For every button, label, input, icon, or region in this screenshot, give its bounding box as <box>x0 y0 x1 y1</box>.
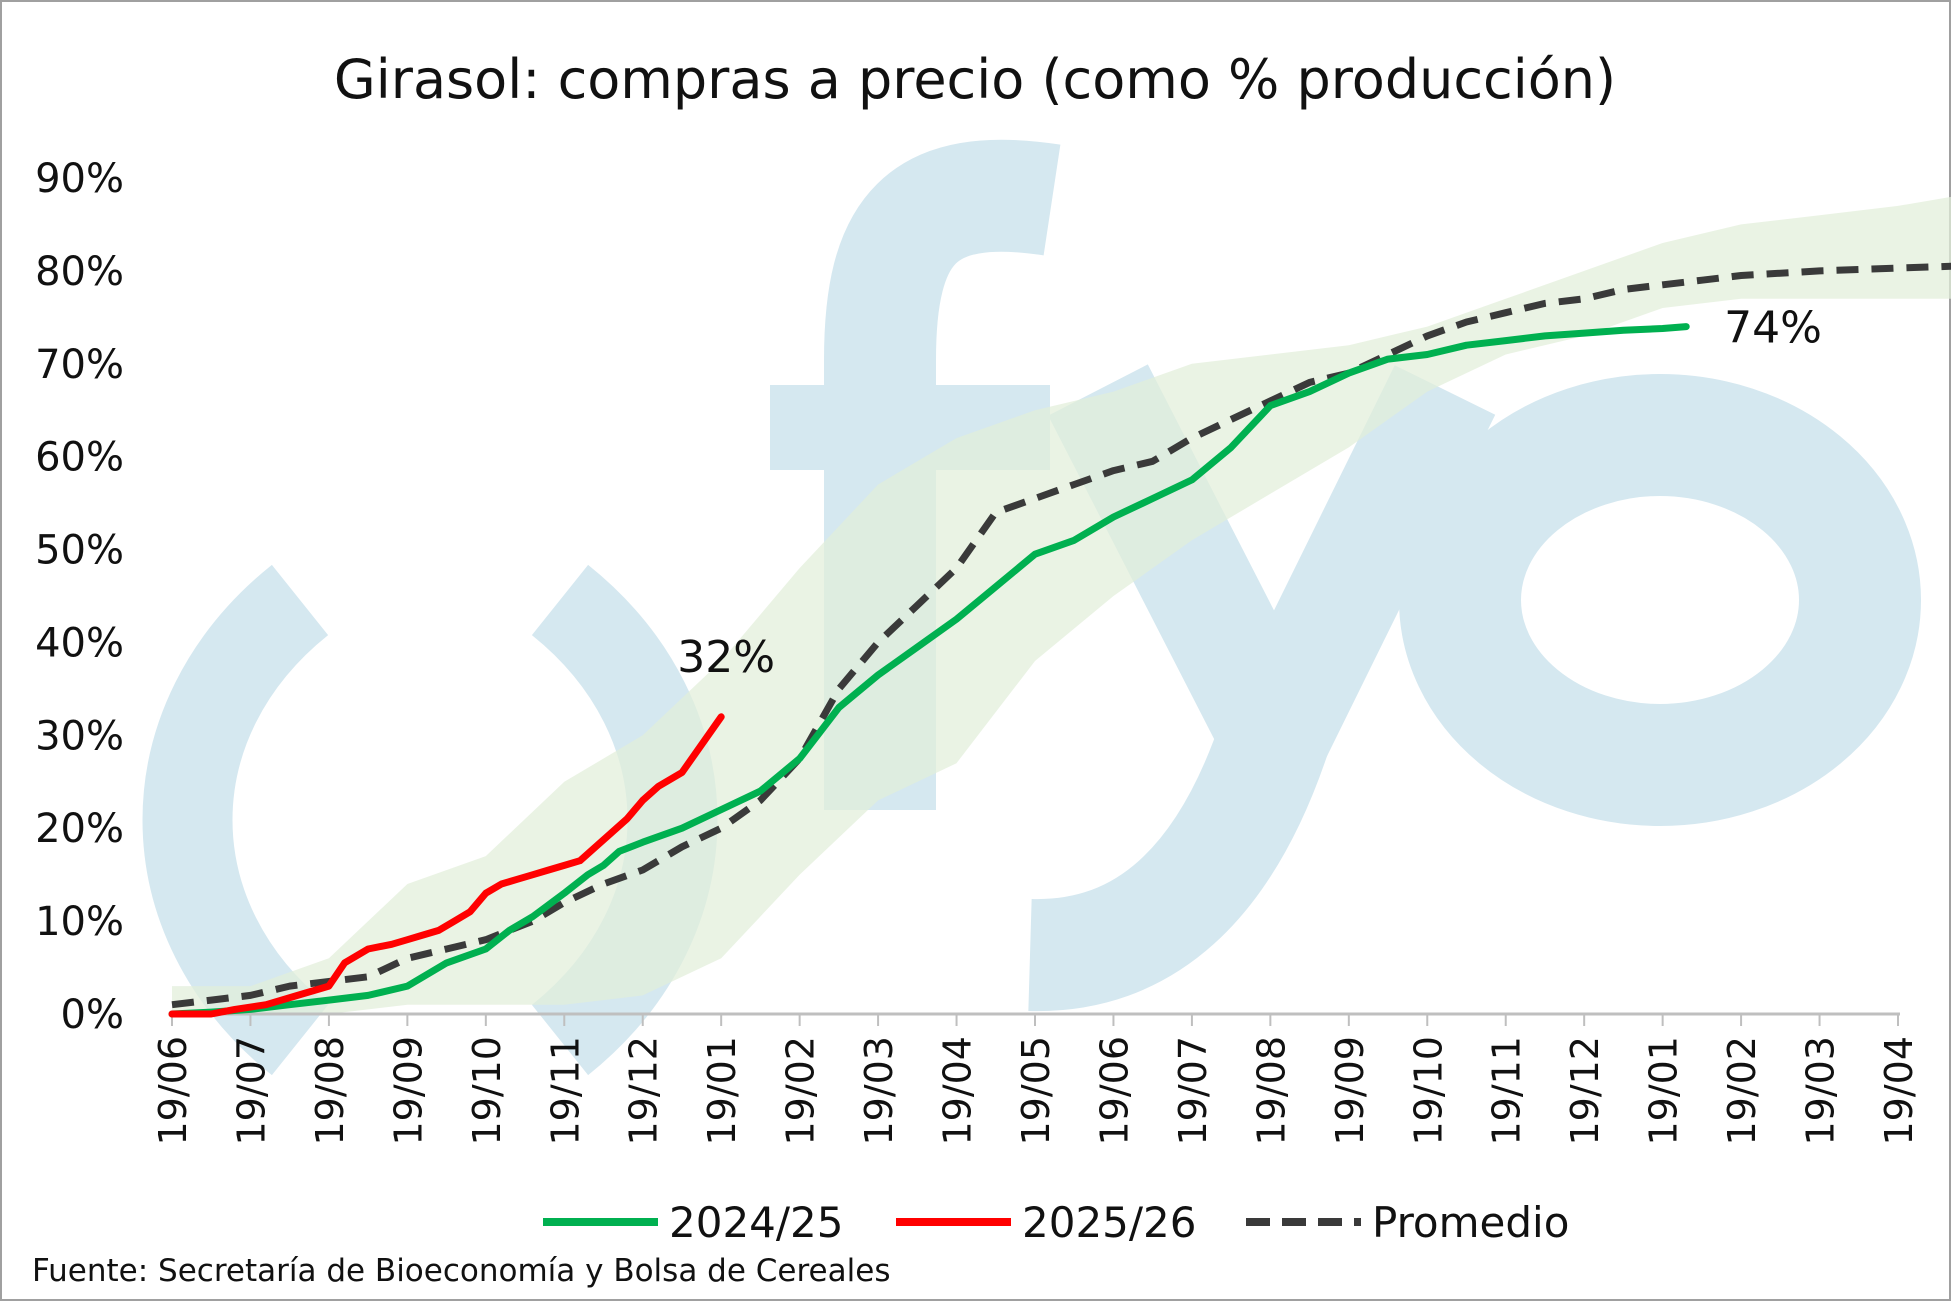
legend-item: 2024/25 <box>543 1198 843 1247</box>
x-tick-label: 19/03 <box>857 1036 901 1146</box>
x-tick-label: 19/03 <box>1799 1036 1843 1146</box>
y-tick-label: 0% <box>61 992 124 1038</box>
x-tick-label: 19/07 <box>1171 1036 1215 1146</box>
legend: 2024/25 2025/26 Promedio <box>543 1198 1569 1247</box>
x-tick-label: 19/04 <box>936 1036 980 1146</box>
x-tick-label: 19/09 <box>1328 1036 1372 1146</box>
end-labels: 32% 74% <box>677 303 1822 683</box>
series-line-promedio <box>171 262 1951 1009</box>
watermark-o <box>1399 374 1921 826</box>
x-tick-label: 19/04 <box>1877 1036 1921 1146</box>
end-label-2025-26: 32% <box>677 632 775 683</box>
legend-label: 2025/26 <box>1022 1198 1196 1247</box>
series-lines <box>168 262 1951 1018</box>
x-tick-label: 19/12 <box>1563 1036 1607 1146</box>
x-tick-label: 19/08 <box>308 1036 352 1146</box>
x-tick-label: 19/10 <box>1406 1036 1450 1146</box>
x-tick-label: 19/10 <box>465 1036 509 1146</box>
x-tick-label: 19/01 <box>700 1036 744 1146</box>
watermark-y-tail <box>1028 716 1329 1012</box>
watermark-arc-left <box>142 564 329 1076</box>
legend-label: Promedio <box>1372 1198 1569 1247</box>
end-label-2024-25: 74% <box>1724 303 1822 354</box>
y-tick-label: 40% <box>35 620 124 666</box>
x-tick-label: 19/09 <box>386 1036 430 1146</box>
x-tick-label: 19/05 <box>1014 1036 1058 1146</box>
x-tick-label: 19/11 <box>543 1036 587 1146</box>
source-note: Fuente: Secretaría de Bioeconomía y Bols… <box>32 1253 890 1289</box>
y-tick-label: 30% <box>35 713 124 759</box>
x-tick-label: 19/02 <box>1720 1036 1764 1146</box>
range-band <box>172 196 1951 1014</box>
x-tick-label: 19/12 <box>622 1036 666 1146</box>
range-band-area <box>172 196 1951 1014</box>
x-tick-label: 19/02 <box>779 1036 823 1146</box>
legend-item: 2025/26 <box>896 1198 1196 1247</box>
y-tick-label: 70% <box>35 342 124 388</box>
x-tick-label: 19/08 <box>1249 1036 1293 1146</box>
series-line-2024-25 <box>168 323 1690 1018</box>
series-line-2025-26 <box>168 713 725 1018</box>
watermark-f-stem <box>824 139 1061 810</box>
y-tick-label: 60% <box>35 435 124 481</box>
x-tick-label: 19/06 <box>151 1036 195 1146</box>
y-tick-label: 90% <box>35 156 124 202</box>
x-tick-label: 19/11 <box>1485 1036 1529 1146</box>
legend-label: 2024/25 <box>669 1198 843 1247</box>
chart-title: Girasol: compras a precio (como % produc… <box>334 48 1616 111</box>
y-tick-label: 20% <box>35 806 124 852</box>
y-tick-label: 10% <box>35 899 124 945</box>
x-tick-label: 19/07 <box>229 1036 273 1146</box>
x-tick-label: 19/06 <box>1092 1036 1136 1146</box>
x-tick-label: 19/01 <box>1642 1036 1686 1146</box>
axes: 0% 10% 20% 30% 40% 50% 60% 70% 80% 90% 19/06 19/07 1… <box>35 156 1921 1146</box>
y-tick-label: 50% <box>35 528 124 574</box>
legend-item: Promedio <box>1246 1198 1569 1247</box>
y-tick-label: 80% <box>35 249 124 295</box>
